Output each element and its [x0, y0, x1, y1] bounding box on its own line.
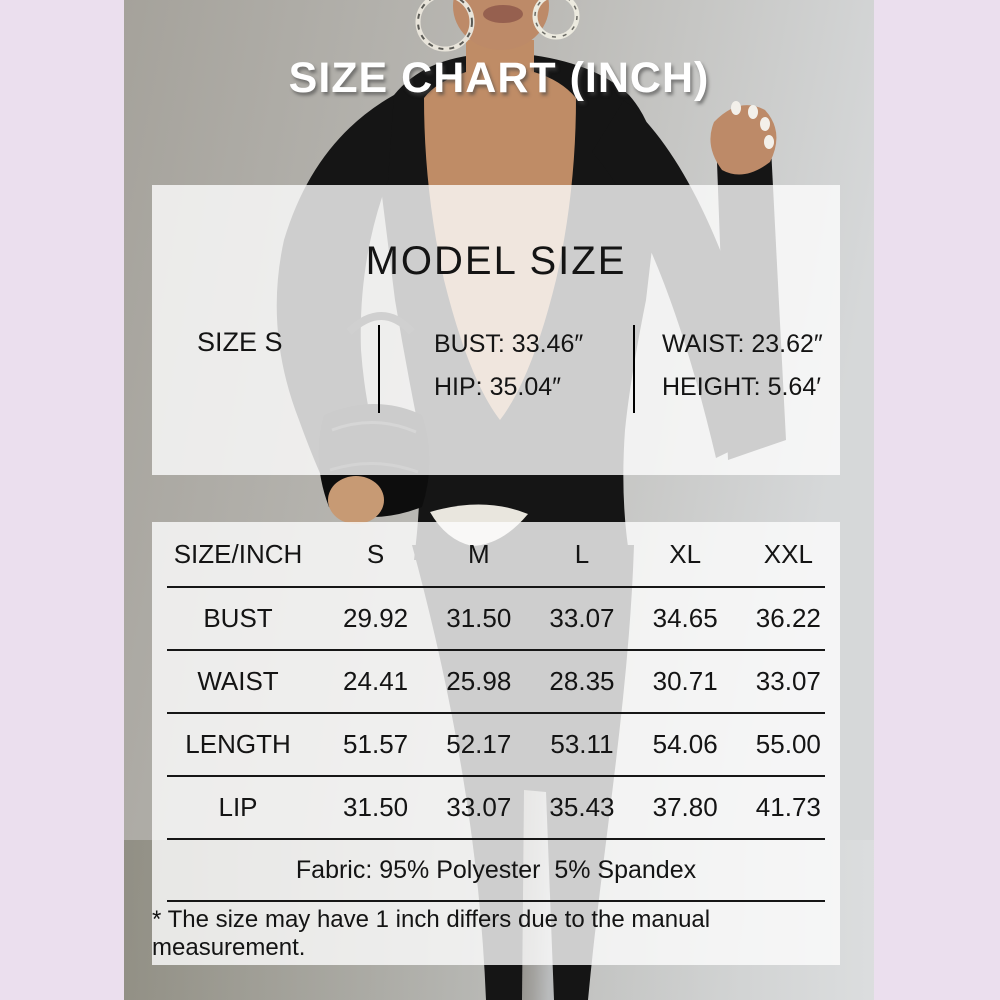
cell: 29.92: [343, 603, 409, 633]
row-divider: [167, 649, 825, 651]
cell: 25.98: [446, 666, 512, 696]
row-label: LIP: [218, 792, 258, 822]
cell: 52.17: [446, 729, 512, 759]
page-title: SIZE CHART (INCH): [288, 54, 710, 102]
size-table-panel: SIZE/INCH S M L XL XXL BUST 29.92 31.50 …: [152, 522, 840, 965]
column-header: XL: [669, 538, 702, 569]
cell: 33.07: [755, 666, 821, 696]
row-divider: [167, 775, 825, 777]
model-hip: HIP: 35.04″: [434, 373, 561, 401]
column-header: M: [467, 538, 490, 569]
cell: 33.07: [549, 603, 615, 633]
cell: 54.06: [652, 729, 718, 759]
table-row: LENGTH 51.57 52.17 53.11 54.06 55.00: [152, 714, 840, 775]
model-size-label: SIZE S: [197, 327, 283, 357]
table-row: LIP 31.50 33.07 35.43 37.80 41.73: [152, 777, 840, 838]
vertical-divider: [633, 325, 635, 413]
model-bust: BUST: 33.46″: [434, 330, 584, 358]
model-size-heading: MODEL SIZE: [365, 239, 627, 283]
model-measure-col-1: BUST: 33.46″ HIP: 35.04″: [380, 325, 633, 402]
cell: 37.80: [652, 792, 718, 822]
row-label: LENGTH: [185, 729, 291, 759]
model-height: HEIGHT: 5.64′: [662, 373, 821, 401]
cell: 51.57: [343, 729, 409, 759]
hoop-earring-icon: [415, 0, 580, 52]
column-header: SIZE/INCH: [173, 538, 303, 569]
cell: 30.71: [652, 666, 718, 696]
fabric-note: Fabric: 95% Polyester 5% Spandex: [295, 855, 697, 884]
model-waist: WAIST: 23.62″: [662, 330, 823, 358]
cell: 36.22: [755, 603, 821, 633]
cell: 24.41: [343, 666, 409, 696]
model-measure-col-2: WAIST: 23.62″ HEIGHT: 5.64′: [635, 325, 840, 402]
row-divider: [167, 586, 825, 588]
table-row: BUST 29.92 31.50 33.07 34.65 36.22: [152, 588, 840, 649]
cell: 34.65: [652, 603, 718, 633]
row-divider: [167, 712, 825, 714]
model-measurements: SIZE S BUST: 33.46″ HIP: 35.04″ WAIST: 2…: [152, 325, 840, 413]
cell: 31.50: [343, 792, 409, 822]
row-divider: [167, 900, 825, 902]
cell: 55.00: [755, 729, 821, 759]
cell: 35.43: [549, 792, 615, 822]
table-header-row: SIZE/INCH S M L XL XXL: [152, 522, 840, 586]
column-header: L: [574, 538, 590, 569]
cell: 28.35: [549, 666, 615, 696]
cell: 33.07: [446, 792, 512, 822]
row-divider: [167, 838, 825, 840]
model-size-panel: MODEL SIZE SIZE S BUST: 33.46″ HIP: 35.0…: [152, 185, 840, 475]
vertical-divider: [378, 325, 380, 413]
cell: 31.50: [446, 603, 512, 633]
cell: 53.11: [550, 729, 614, 759]
row-label: BUST: [203, 603, 273, 633]
table-row: WAIST 24.41 25.98 28.35 30.71 33.07: [152, 651, 840, 712]
measurement-footnote: * The size may have 1 inch differs due t…: [152, 905, 711, 961]
column-header: XXL: [763, 538, 813, 569]
cell: 41.73: [755, 792, 821, 822]
row-label: WAIST: [197, 666, 279, 696]
column-header: S: [366, 538, 385, 569]
